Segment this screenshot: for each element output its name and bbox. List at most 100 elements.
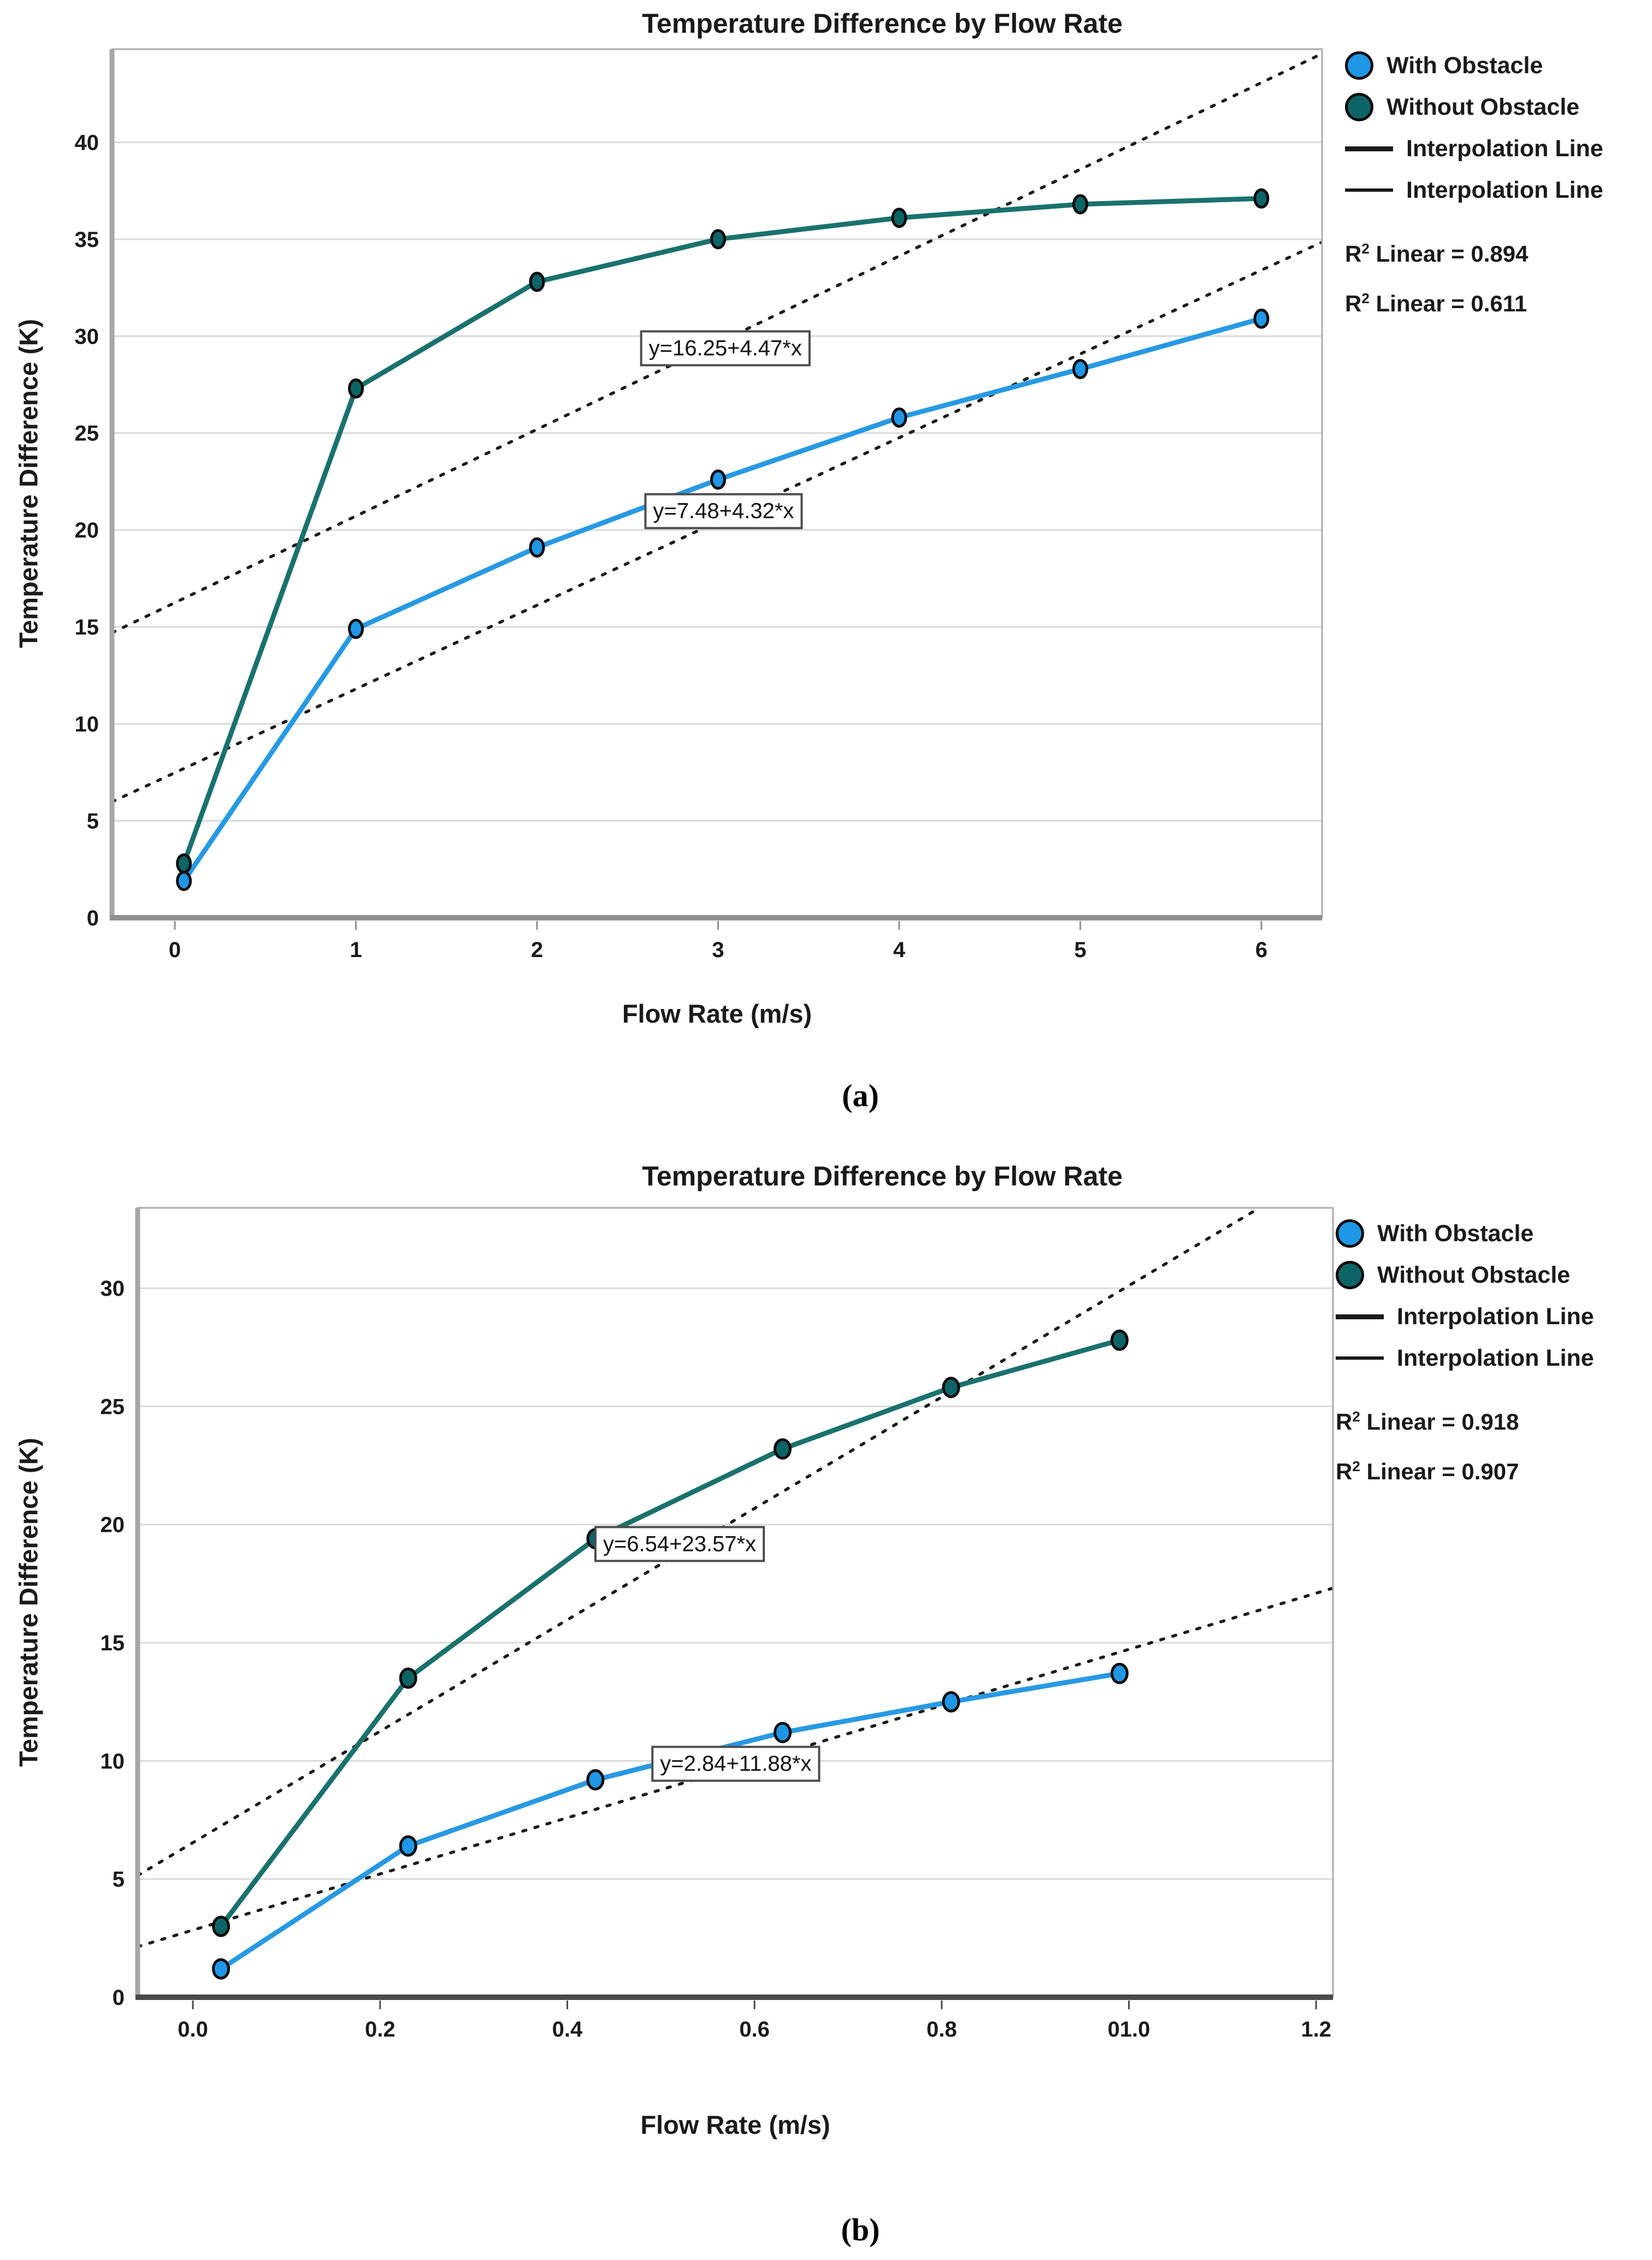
- data-point-marker: [176, 853, 192, 874]
- y-tick-label: 20: [101, 1513, 125, 1537]
- data-point-marker: [176, 871, 192, 892]
- data-point-marker: [586, 1769, 605, 1791]
- legend-label: Interpolation Line: [1397, 1344, 1594, 1371]
- x-tick-label: 6: [1255, 938, 1267, 962]
- without-obstacle-marker-icon: [1336, 1261, 1364, 1289]
- equation-box: [644, 493, 803, 529]
- interpolation-line-icon: [1345, 146, 1393, 151]
- equation-text: y=2.84+11.88*x: [660, 1752, 811, 1776]
- data-point-marker: [399, 1835, 417, 1857]
- equation-label: y=6.54+23.57*x: [594, 1526, 765, 1562]
- y-tick-label: 10: [75, 712, 99, 736]
- series-line-with-obstacle: [220, 1671, 1120, 1971]
- legend-label: Interpolation Line: [1406, 176, 1603, 203]
- chart-a: 0 1 2 3 4 5 6 0 5 10 15 20 25 30 35 40 y=16.25+4.47*x y=7…: [75, 48, 1323, 962]
- x-tick-label: 4: [893, 938, 906, 962]
- legend-label: Interpolation Line: [1406, 135, 1603, 162]
- legend-item-without-obstacle: Without Obstacle: [1345, 92, 1652, 122]
- data-point-marker: [942, 1691, 960, 1713]
- x-tick-label: 0.4: [552, 2017, 583, 2041]
- legend-label: Without Obstacle: [1386, 93, 1580, 120]
- data-point-marker: [891, 208, 907, 228]
- x-tick-label: 0: [169, 938, 181, 962]
- r2-annotations: R2 Linear = 0.894 R2 Linear = 0.611: [1345, 240, 1652, 317]
- equation-label: y=7.48+4.32*x: [644, 493, 803, 529]
- with-obstacle-marker-icon: [1336, 1219, 1364, 1248]
- x-tick-label: 3: [712, 938, 724, 962]
- data-point-marker: [529, 537, 545, 558]
- y-tick-label: 35: [75, 228, 99, 252]
- equation-label: y=2.84+11.88*x: [651, 1745, 821, 1782]
- legend-item-with-obstacle: With Obstacle: [1345, 50, 1652, 81]
- interpolation-line: [138, 1208, 1263, 1877]
- interpolation-line-icon: [1336, 1314, 1384, 1319]
- x-tick-label: 0.8: [927, 2017, 957, 2041]
- chart-b-title: Temperature Difference by Flow Rate: [642, 1161, 1123, 1191]
- equation-box: [640, 330, 811, 367]
- r2-annotation: R2 Linear = 0.918: [1336, 1408, 1519, 1435]
- interpolation-line: [112, 52, 1322, 635]
- chart-a-title: Temperature Difference by Flow Rate: [642, 8, 1123, 39]
- chart-b-y-axis-title: Temperature Difference (K): [14, 1437, 43, 1767]
- data-point-marker: [891, 407, 907, 428]
- legend-label: Without Obstacle: [1377, 1261, 1571, 1288]
- series-line-without-obstacle: [219, 1337, 1120, 1928]
- legend-label: With Obstacle: [1386, 52, 1543, 79]
- x-tick-label: 1: [350, 938, 362, 962]
- equation-text: y=6.54+23.57*x: [603, 1532, 756, 1556]
- x-tick-label: 5: [1074, 938, 1086, 962]
- data-point-marker: [1072, 194, 1088, 215]
- x-tick-label: 1.2: [1301, 2017, 1331, 2041]
- equation-label: y=16.25+4.47*x: [640, 330, 811, 367]
- legend-item-interpolation-1: Interpolation Line: [1345, 133, 1652, 164]
- y-tick-label: 25: [101, 1395, 125, 1419]
- equation-text: y=16.25+4.47*x: [649, 337, 802, 361]
- r2-annotation: R2 Linear = 0.611: [1345, 290, 1527, 316]
- y-tick-label: 40: [75, 131, 99, 155]
- r2-annotation: R2 Linear = 0.894: [1345, 240, 1529, 267]
- data-point-marker: [1110, 1662, 1129, 1684]
- interpolation-line-icon: [1345, 188, 1393, 192]
- interpolation-line-icon: [1336, 1356, 1384, 1360]
- chart-b-x-axis-title: Flow Rate (m/s): [640, 2110, 830, 2139]
- data-point-marker: [211, 1958, 230, 1980]
- legend-label: With Obstacle: [1377, 1220, 1534, 1247]
- with-obstacle-marker-icon: [1345, 51, 1373, 80]
- figure-caption-a: (a): [842, 1078, 879, 1113]
- y-tick-label: 15: [75, 616, 99, 640]
- y-tick-label: 15: [101, 1631, 125, 1655]
- equation-text: y=7.48+4.32*x: [653, 499, 794, 523]
- y-tick-label: 5: [87, 810, 99, 834]
- legend-item-without-obstacle: Without Obstacle: [1336, 1260, 1652, 1290]
- data-point-marker: [710, 469, 726, 490]
- y-tick-label: 0: [87, 906, 99, 930]
- data-point-marker: [774, 1721, 792, 1743]
- x-tick-label: 0.2: [365, 2017, 396, 2041]
- legend-label: Interpolation Line: [1397, 1303, 1594, 1330]
- x-tick-label: 0.6: [739, 2017, 770, 2041]
- y-tick-label: 30: [75, 324, 99, 349]
- data-point-marker: [348, 378, 364, 399]
- chart-b: 0.0 0.2 0.4 0.6 0.8 01.0 1.2 0 5 10 15 20 25 30 y=6.54…: [101, 1207, 1334, 2041]
- x-tick-label: 01.0: [1108, 2017, 1150, 2041]
- chart-a-legend: With Obstacle Without Obstacle Interpola…: [1345, 50, 1652, 317]
- data-point-marker: [774, 1438, 792, 1460]
- y-tick-label: 20: [75, 518, 99, 542]
- figure-caption-b: (b): [841, 2212, 880, 2247]
- chart-b-legend: With Obstacle Without Obstacle Interpola…: [1336, 1218, 1652, 1485]
- equation-box: [594, 1526, 765, 1562]
- y-tick-label: 10: [101, 1749, 125, 1773]
- data-point-marker: [1072, 359, 1088, 380]
- legend-item-interpolation-2: Interpolation Line: [1345, 175, 1652, 205]
- y-tick-label: 30: [101, 1277, 125, 1301]
- y-tick-label: 5: [113, 1868, 125, 1892]
- r2-annotation: R2 Linear = 0.907: [1336, 1458, 1519, 1484]
- data-point-marker: [1110, 1329, 1129, 1351]
- legend-item-interpolation-2: Interpolation Line: [1336, 1343, 1652, 1373]
- chart-a-x-axis-title: Flow Rate (m/s): [622, 999, 812, 1028]
- y-tick-label: 25: [75, 422, 99, 446]
- r2-annotations: R2 Linear = 0.918 R2 Linear = 0.907: [1336, 1408, 1652, 1485]
- gridlines-b: [138, 1287, 1333, 1880]
- data-point-marker: [1253, 188, 1270, 209]
